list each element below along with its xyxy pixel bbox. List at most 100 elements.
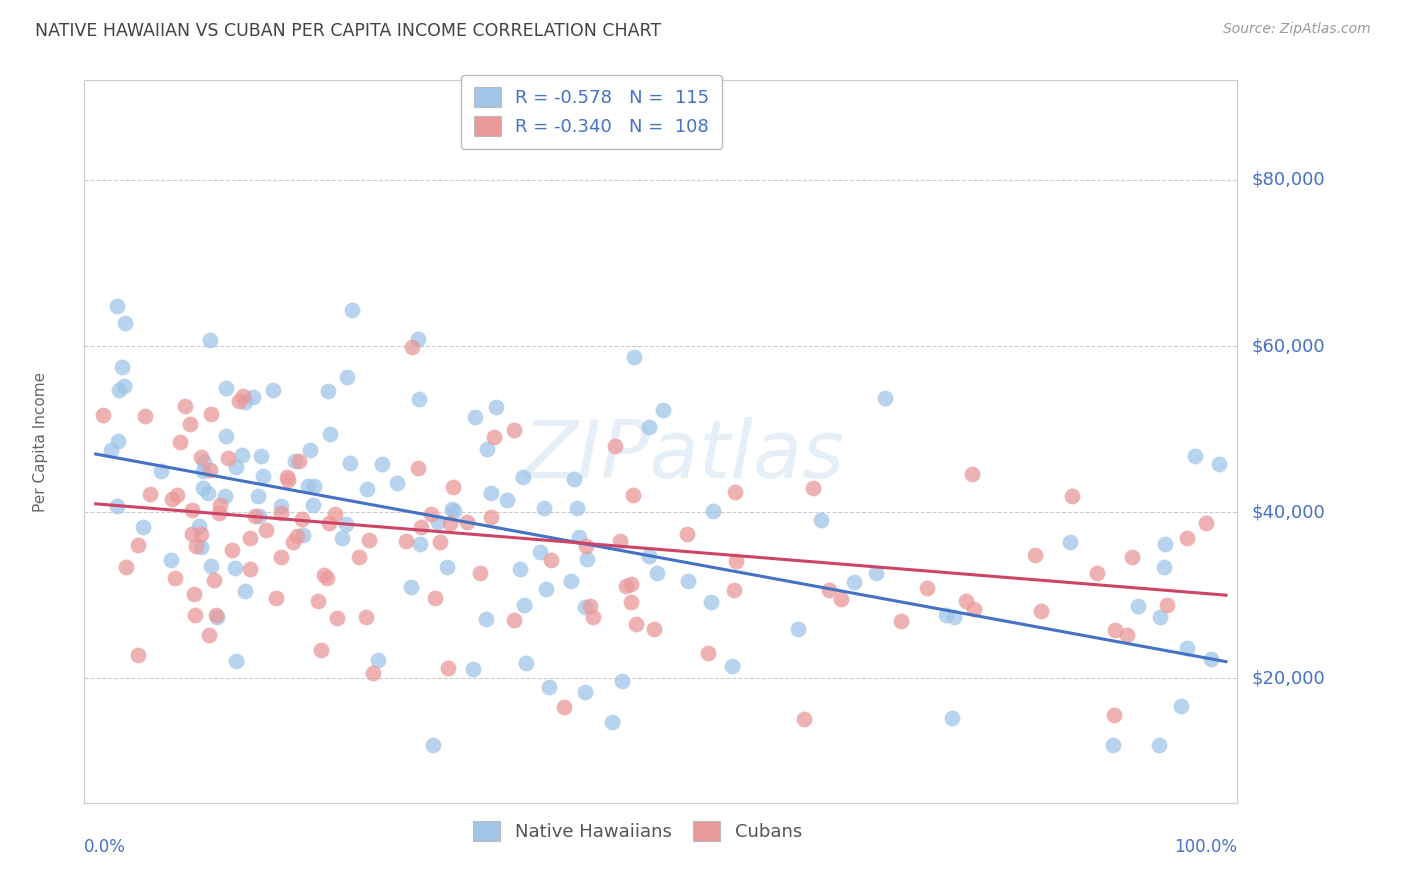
- Point: [620, 595, 643, 609]
- Point: [335, 370, 357, 384]
- Point: [270, 499, 292, 513]
- Point: [723, 583, 745, 598]
- Point: [935, 608, 957, 623]
- Point: [1059, 535, 1081, 549]
- Point: [318, 516, 340, 530]
- Point: [231, 448, 253, 462]
- Point: [250, 449, 273, 463]
- Text: $40,000: $40,000: [1251, 503, 1324, 521]
- Point: [793, 712, 815, 726]
- Point: [479, 510, 502, 524]
- Point: [536, 582, 558, 597]
- Text: ZIPatlas: ZIPatlas: [523, 417, 845, 495]
- Point: [191, 464, 214, 478]
- Point: [228, 393, 250, 408]
- Point: [464, 410, 486, 425]
- Point: [163, 571, 186, 585]
- Text: 100.0%: 100.0%: [1174, 838, 1237, 855]
- Point: [264, 591, 287, 606]
- Point: [1170, 699, 1192, 714]
- Point: [224, 561, 246, 575]
- Point: [200, 559, 222, 574]
- Point: [484, 430, 506, 444]
- Point: [193, 455, 215, 469]
- Point: [436, 559, 458, 574]
- Point: [700, 594, 723, 608]
- Point: [233, 584, 256, 599]
- Point: [1175, 531, 1198, 545]
- Point: [1104, 623, 1126, 637]
- Point: [200, 462, 222, 476]
- Point: [292, 528, 315, 542]
- Point: [225, 655, 247, 669]
- Point: [941, 711, 963, 725]
- Point: [443, 504, 465, 518]
- Point: [441, 502, 464, 516]
- Point: [865, 566, 887, 580]
- Point: [502, 613, 524, 627]
- Point: [181, 503, 204, 517]
- Point: [270, 507, 292, 521]
- Point: [786, 622, 808, 636]
- Point: [533, 501, 555, 516]
- Point: [197, 628, 219, 642]
- Point: [963, 602, 986, 616]
- Point: [184, 607, 207, 622]
- Point: [283, 535, 305, 549]
- Point: [638, 419, 661, 434]
- Text: $60,000: $60,000: [1251, 337, 1324, 355]
- Point: [1199, 652, 1222, 666]
- Point: [721, 659, 744, 673]
- Point: [302, 479, 325, 493]
- Point: [643, 622, 665, 636]
- Point: [579, 599, 602, 613]
- Point: [184, 539, 207, 553]
- Point: [574, 599, 596, 614]
- Point: [419, 507, 441, 521]
- Point: [197, 486, 219, 500]
- Point: [725, 553, 748, 567]
- Point: [339, 456, 361, 470]
- Point: [254, 523, 277, 537]
- Point: [242, 390, 264, 404]
- Point: [91, 408, 114, 422]
- Point: [960, 467, 983, 481]
- Point: [1029, 604, 1052, 618]
- Point: [214, 489, 236, 503]
- Point: [243, 508, 266, 523]
- Point: [371, 458, 394, 472]
- Point: [215, 428, 238, 442]
- Point: [299, 442, 322, 457]
- Point: [105, 499, 128, 513]
- Point: [540, 553, 562, 567]
- Point: [575, 552, 598, 566]
- Point: [204, 608, 226, 623]
- Point: [347, 549, 370, 564]
- Point: [1153, 560, 1175, 574]
- Point: [190, 526, 212, 541]
- Point: [479, 486, 502, 500]
- Point: [127, 539, 149, 553]
- Text: $80,000: $80,000: [1251, 171, 1324, 189]
- Point: [1116, 628, 1139, 642]
- Point: [252, 468, 274, 483]
- Point: [183, 587, 205, 601]
- Point: [385, 475, 408, 490]
- Point: [875, 391, 897, 405]
- Point: [160, 553, 183, 567]
- Point: [1153, 537, 1175, 551]
- Point: [696, 646, 718, 660]
- Point: [422, 738, 444, 752]
- Point: [406, 461, 429, 475]
- Point: [582, 610, 605, 624]
- Point: [702, 504, 724, 518]
- Point: [134, 409, 156, 423]
- Point: [160, 492, 183, 507]
- Point: [166, 487, 188, 501]
- Point: [1085, 566, 1108, 580]
- Point: [1175, 640, 1198, 655]
- Point: [332, 531, 354, 545]
- Point: [1149, 610, 1171, 624]
- Point: [307, 594, 329, 608]
- Point: [115, 560, 138, 574]
